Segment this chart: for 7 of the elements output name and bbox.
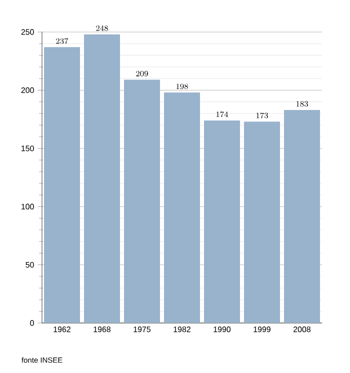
bar [244, 122, 280, 323]
bar [84, 34, 120, 323]
bar [124, 80, 160, 323]
bar [44, 47, 80, 323]
bar [284, 110, 320, 323]
bar [164, 92, 200, 323]
bar [204, 120, 240, 323]
